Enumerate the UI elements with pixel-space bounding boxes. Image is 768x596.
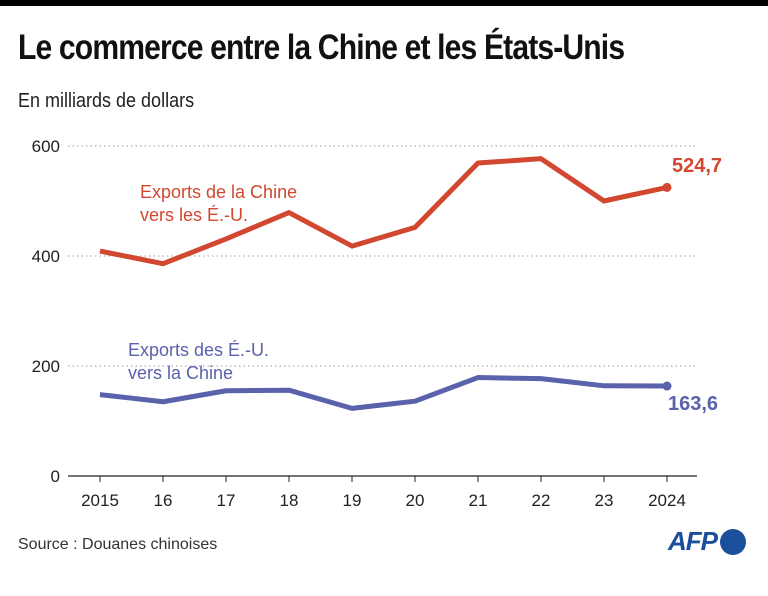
chart-title: Le commerce entre la Chine et les États-… — [18, 28, 625, 67]
series-line — [99, 156, 668, 267]
series-label: vers la Chine — [128, 363, 233, 383]
top-bar — [0, 0, 768, 6]
y-tick-label: 400 — [32, 247, 60, 266]
x-tick-label: 23 — [595, 491, 614, 510]
source-note: Source : Douanes chinoises — [18, 536, 218, 553]
chart-subtitle: En milliards de dollars — [18, 90, 195, 112]
x-tick-label: 2024 — [648, 491, 686, 510]
x-tick-label: 21 — [469, 491, 488, 510]
afp-logo: AFP — [668, 526, 746, 557]
end-value-label: 163,6 — [668, 393, 718, 415]
x-tick-label: 16 — [154, 491, 173, 510]
y-tick-label: 200 — [32, 357, 60, 376]
end-value-label: 524,7 — [672, 155, 722, 177]
series-label: vers les É.-U. — [140, 205, 248, 225]
series-label: Exports des É.-U. — [128, 340, 269, 360]
series-line — [99, 375, 668, 411]
y-tick-label: 0 — [51, 467, 60, 486]
series-label: Exports de la Chine — [140, 182, 297, 202]
data-point — [662, 381, 672, 391]
y-tick-label: 600 — [32, 137, 60, 156]
data-point — [662, 182, 672, 192]
x-tick-label: 22 — [532, 491, 551, 510]
x-tick-label: 19 — [343, 491, 362, 510]
x-tick-label: 17 — [217, 491, 236, 510]
x-tick-label: 20 — [406, 491, 425, 510]
x-tick-label: 18 — [280, 491, 299, 510]
x-tick-label: 2015 — [81, 491, 119, 510]
